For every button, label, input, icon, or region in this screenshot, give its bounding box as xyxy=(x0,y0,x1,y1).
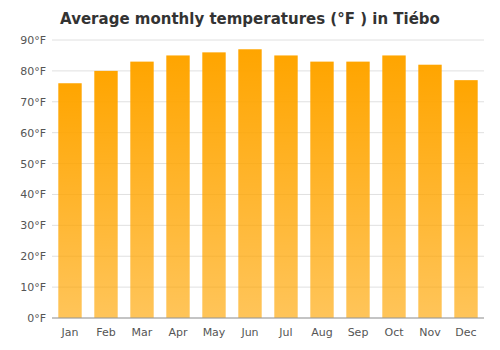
bar xyxy=(94,71,117,318)
y-tick-label: 60°F xyxy=(20,127,46,140)
x-tick-label: May xyxy=(203,326,226,339)
bar xyxy=(274,55,297,318)
x-tick-label: Oct xyxy=(384,326,404,339)
bar xyxy=(130,62,153,318)
y-tick-label: 30°F xyxy=(20,219,46,232)
x-tick-label: Feb xyxy=(96,326,115,339)
bar xyxy=(58,83,81,318)
chart-container: Average monthly temperatures (°F ) in Ti… xyxy=(0,0,500,350)
chart-svg: Average monthly temperatures (°F ) in Ti… xyxy=(0,0,500,350)
x-tick-label: Jun xyxy=(240,326,258,339)
bars xyxy=(58,49,477,318)
y-tick-label: 20°F xyxy=(20,250,46,263)
bar xyxy=(238,49,261,318)
x-axis-line xyxy=(52,318,484,319)
y-tick-label: 90°F xyxy=(20,34,46,47)
bar xyxy=(166,55,189,318)
x-tick-label: Mar xyxy=(132,326,153,339)
bar xyxy=(310,62,333,318)
chart-title: Average monthly temperatures (°F ) in Ti… xyxy=(60,10,440,28)
y-tick-label: 70°F xyxy=(20,96,46,109)
x-tick-label: Jan xyxy=(61,326,79,339)
grid-line xyxy=(52,318,484,319)
bar xyxy=(454,80,477,318)
x-tick-label: Aug xyxy=(311,326,332,339)
grid xyxy=(52,40,484,318)
y-tick-label: 0°F xyxy=(27,312,46,325)
bar xyxy=(418,65,441,318)
bar xyxy=(382,55,405,318)
bar xyxy=(202,52,225,318)
x-tick-label: Nov xyxy=(419,326,441,339)
y-tick-label: 40°F xyxy=(20,188,46,201)
bar xyxy=(346,62,369,318)
y-tick-label: 80°F xyxy=(20,65,46,78)
x-tick-label: Dec xyxy=(455,326,476,339)
y-tick-label: 10°F xyxy=(20,281,46,294)
grid-line xyxy=(52,40,484,41)
x-tick-label: Apr xyxy=(168,326,188,339)
y-tick-label: 50°F xyxy=(20,158,46,171)
x-tick-label: Sep xyxy=(348,326,369,339)
x-tick-label: Jul xyxy=(278,326,292,339)
